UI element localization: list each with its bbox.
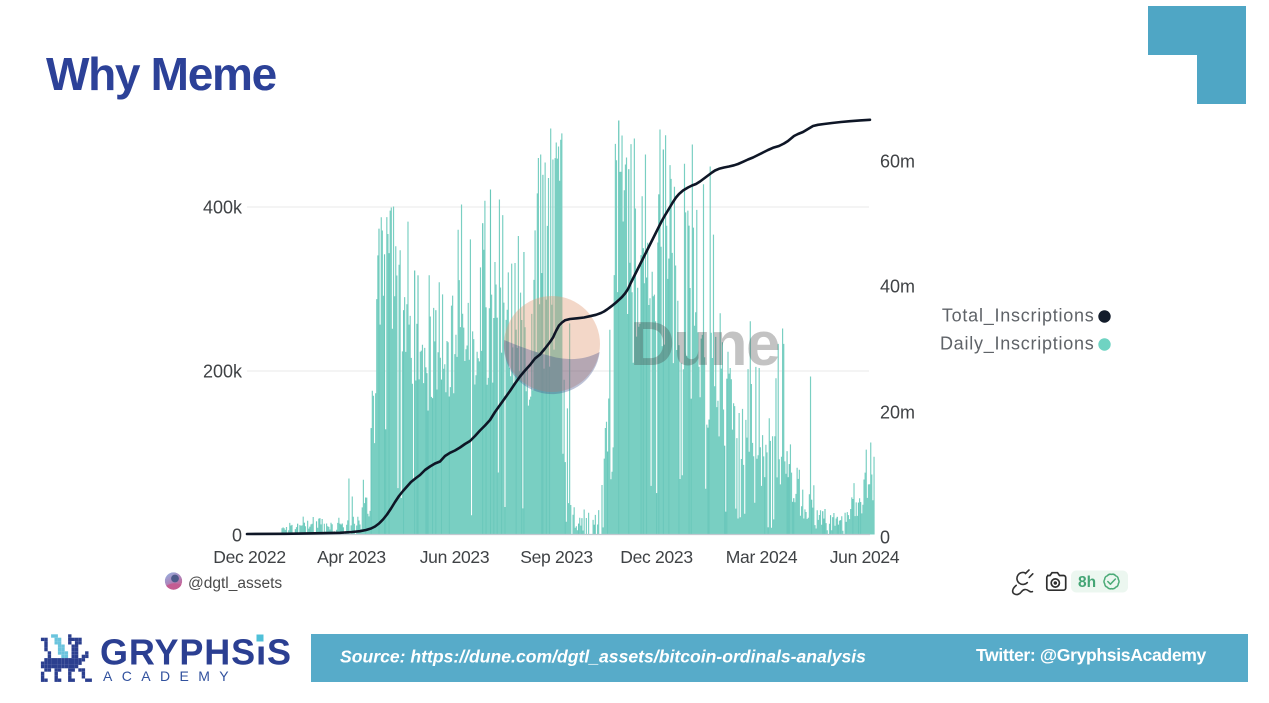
svg-text:Dune: Dune [630, 310, 779, 379]
svg-text:20m: 20m [880, 403, 915, 423]
svg-text:Jun 2023: Jun 2023 [420, 547, 490, 567]
svg-text:Daily_Inscriptions: Daily_Inscriptions [940, 334, 1095, 355]
svg-text:Dec 2022: Dec 2022 [213, 547, 286, 567]
svg-text:400k: 400k [203, 198, 243, 218]
svg-text:ACADEMY: ACADEMY [103, 668, 238, 684]
svg-text:0: 0 [232, 526, 242, 546]
svg-text:Twitter: @GryphsisAcademy: Twitter: @GryphsisAcademy [976, 645, 1207, 665]
svg-text:Jun 2024: Jun 2024 [830, 547, 900, 567]
svg-text:40m: 40m [880, 277, 915, 297]
svg-text:8h: 8h [1078, 574, 1096, 591]
svg-text:Dec 2023: Dec 2023 [620, 547, 693, 567]
svg-text:Total_Inscriptions: Total_Inscriptions [942, 306, 1095, 327]
svg-text:200k: 200k [203, 362, 243, 382]
svg-text:Source: https://dune.com/dgtl_: Source: https://dune.com/dgtl_assets/bit… [340, 647, 866, 667]
svg-text:Mar 2024: Mar 2024 [726, 547, 798, 567]
svg-text:60m: 60m [880, 152, 915, 172]
svg-text:@dgtl_assets: @dgtl_assets [188, 575, 282, 592]
svg-text:0: 0 [880, 528, 890, 548]
svg-text:Sep 2023: Sep 2023 [520, 547, 593, 567]
svg-text:Apr 2023: Apr 2023 [317, 547, 386, 567]
svg-text:Why Meme: Why Meme [46, 48, 277, 100]
